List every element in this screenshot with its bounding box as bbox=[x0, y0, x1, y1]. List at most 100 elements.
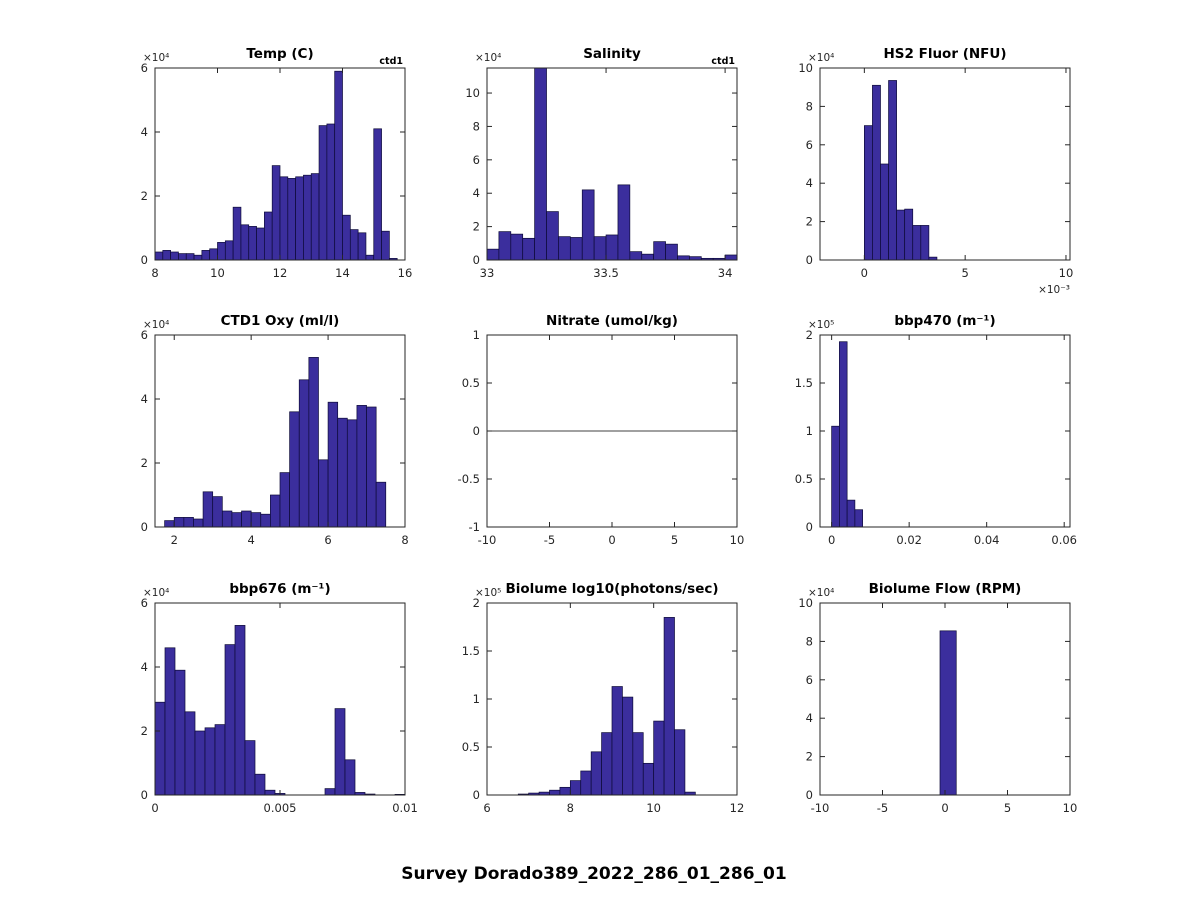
bar bbox=[581, 189, 595, 261]
x-tick-label: 12 bbox=[730, 801, 745, 815]
x-tick-label: -10 bbox=[811, 801, 830, 815]
bar bbox=[724, 254, 738, 261]
y-tick-label: 1.5 bbox=[795, 376, 813, 390]
x-tick-label: 33.5 bbox=[593, 266, 619, 280]
y-tick-label: 2 bbox=[141, 724, 148, 738]
y-tick-label: 6 bbox=[806, 673, 813, 687]
bar bbox=[365, 254, 375, 261]
axes-annotation: ctd1 bbox=[379, 56, 403, 67]
x-tick-label: 12 bbox=[273, 266, 288, 280]
bar bbox=[558, 236, 571, 261]
y-tick-label: 4 bbox=[141, 392, 148, 406]
y-tick-label: 2 bbox=[806, 215, 813, 229]
bar bbox=[344, 759, 356, 796]
y-tick-label: 6 bbox=[141, 596, 148, 610]
y-tick-label: 8 bbox=[806, 634, 813, 648]
bar bbox=[880, 163, 889, 261]
x-tick-label: 0.06 bbox=[1051, 533, 1077, 547]
bar bbox=[569, 780, 582, 796]
bar bbox=[164, 520, 175, 528]
bar bbox=[256, 227, 265, 261]
x-tick-label: 10 bbox=[1059, 266, 1074, 280]
bar bbox=[234, 625, 246, 796]
y-tick-label: 0.5 bbox=[795, 472, 813, 486]
x-tick-label: 8 bbox=[151, 266, 158, 280]
chart-title: bbp676 (m⁻¹) bbox=[229, 581, 330, 597]
y-tick-label: 10 bbox=[798, 61, 813, 75]
bar bbox=[356, 405, 367, 528]
x-tick-label: 0 bbox=[828, 533, 835, 547]
y-tick-label: 4 bbox=[141, 660, 148, 674]
y-tick-label: 0 bbox=[473, 253, 480, 267]
bar bbox=[689, 256, 702, 261]
bar bbox=[214, 724, 226, 796]
bar bbox=[839, 341, 848, 528]
histogram-bars bbox=[863, 80, 938, 261]
bar bbox=[534, 67, 547, 261]
y-tick-label: 6 bbox=[473, 153, 480, 167]
y-tick-label: 4 bbox=[473, 186, 480, 200]
bar bbox=[174, 669, 186, 796]
bar bbox=[264, 789, 276, 796]
bar bbox=[240, 224, 250, 261]
x-exponent-label: ×10⁻³ bbox=[1038, 284, 1070, 296]
x-tick-label: 0.02 bbox=[896, 533, 922, 547]
histogram-bars bbox=[164, 357, 387, 528]
figure-title: Survey Dorado389_2022_286_01_286_01 bbox=[401, 864, 787, 884]
bar bbox=[854, 509, 863, 528]
bar bbox=[193, 518, 204, 528]
bar bbox=[863, 125, 873, 261]
y-tick-label: 2 bbox=[806, 750, 813, 764]
y-tick-label: 10 bbox=[798, 596, 813, 610]
x-tick-label: 4 bbox=[247, 533, 254, 547]
y-tick-label: 0 bbox=[141, 520, 148, 534]
chart-title: Biolume log10(photons/sec) bbox=[505, 581, 718, 597]
bar bbox=[642, 762, 655, 796]
bar bbox=[154, 251, 164, 261]
y-tick-label: 1 bbox=[806, 424, 813, 438]
bar bbox=[622, 696, 634, 796]
histogram-bars bbox=[831, 341, 863, 528]
bar bbox=[310, 173, 320, 261]
histogram-bars bbox=[154, 70, 398, 261]
y-exponent-label: ×10⁴ bbox=[808, 52, 834, 64]
bar bbox=[162, 250, 171, 261]
bar bbox=[244, 740, 256, 796]
bbp676-chart-svg: 0 0.005 0.01 0 2 4 6 bbp676 (m⁻¹) ×10⁴ bbox=[141, 581, 418, 815]
bar bbox=[888, 80, 897, 261]
histogram-ctd1-oxy: 2 4 6 8 0 2 4 6 CTD1 Oxy (ml/l) ×10⁴ bbox=[100, 310, 420, 565]
bar bbox=[164, 647, 176, 796]
salinity-chart-svg: 33 33.5 34 0 2 4 6 8 10 Salinity ×10⁴ ctd1 bbox=[465, 46, 738, 280]
y-exponent-label: ×10⁴ bbox=[475, 52, 501, 64]
bar bbox=[224, 644, 236, 796]
y-tick-label: 1.5 bbox=[462, 644, 480, 658]
x-tick-label: -5 bbox=[877, 801, 888, 815]
bar bbox=[375, 481, 387, 528]
bar bbox=[896, 209, 906, 261]
bar bbox=[559, 786, 571, 796]
y-tick-label: 4 bbox=[806, 176, 813, 190]
bar bbox=[593, 236, 607, 261]
x-tick-label: 33 bbox=[480, 266, 495, 280]
histogram-bars bbox=[517, 617, 696, 796]
axes-box bbox=[819, 67, 1071, 261]
histogram-bbp470: 0 0.02 0.04 0.06 0 0.5 1 1.5 2 bbp470 (m⁻¹) ×10⁵ bbox=[765, 310, 1085, 565]
bar bbox=[342, 214, 351, 261]
bar bbox=[254, 773, 266, 796]
bar bbox=[170, 251, 179, 261]
biolume-log10-chart-svg: 6 8 10 12 0 0.5 1 1.5 2 Biolume log10(photons/sec… bbox=[462, 581, 745, 815]
x-tick-label: 5 bbox=[961, 266, 968, 280]
bar bbox=[231, 512, 242, 528]
bar bbox=[326, 123, 336, 261]
bar bbox=[260, 513, 271, 528]
histogram-hs2-fluor: 0 5 10 0 2 4 6 8 10 HS2 Fluor (NFU) ×10⁴ ×10⁻³ bbox=[765, 43, 1085, 298]
nitrate-chart-svg: -10 -5 0 5 10 -1 -0.5 0 0.5 1 Nitrate (umol/kg) bbox=[458, 313, 745, 547]
bar bbox=[590, 751, 602, 796]
bar bbox=[366, 406, 377, 528]
y-tick-label: 4 bbox=[141, 125, 148, 139]
y-tick-label: 6 bbox=[141, 61, 148, 75]
bar bbox=[334, 70, 343, 261]
x-tick-label: 14 bbox=[335, 266, 350, 280]
x-tick-label: 6 bbox=[483, 801, 490, 815]
